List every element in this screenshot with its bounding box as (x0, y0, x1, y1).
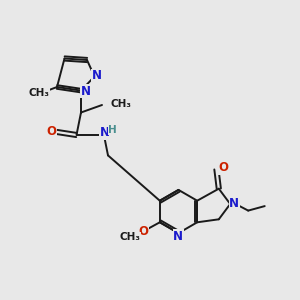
Text: O: O (46, 125, 57, 138)
Text: N: N (100, 126, 110, 139)
Text: CH₃: CH₃ (119, 232, 140, 242)
Text: O: O (139, 225, 148, 238)
Text: O: O (218, 161, 228, 174)
Text: N: N (173, 230, 183, 243)
Text: H: H (108, 124, 117, 135)
Text: N: N (80, 85, 91, 98)
Text: N: N (92, 69, 102, 82)
Text: N: N (229, 196, 239, 210)
Text: CH₃: CH₃ (110, 99, 131, 109)
Text: CH₃: CH₃ (28, 88, 50, 98)
